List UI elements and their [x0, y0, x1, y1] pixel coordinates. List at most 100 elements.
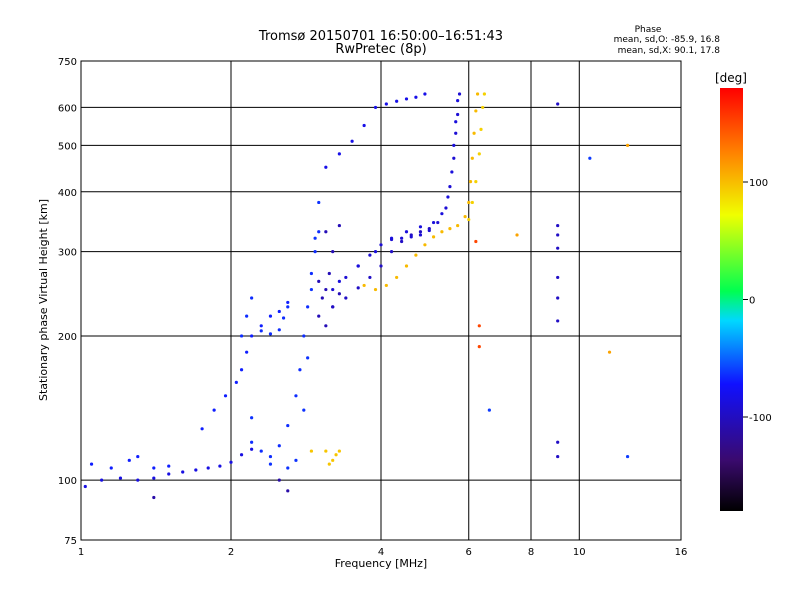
data-point: [389, 236, 394, 240]
data-point: [379, 264, 383, 268]
data-point: [418, 233, 423, 237]
data-point: [556, 275, 560, 280]
data-point: [286, 300, 290, 305]
y-tick-label: 750: [58, 57, 77, 68]
y-tick-labels: 75 100 200 300 400 500 600 750: [58, 57, 77, 547]
data-point: [487, 408, 491, 412]
data-point: [239, 334, 244, 338]
y-axis-label: Stationary phase Virtual Height [km]: [37, 199, 50, 401]
data-point: [259, 329, 263, 333]
data-point: [127, 458, 131, 462]
colorbar-tick-label: 0: [749, 296, 755, 307]
data-point: [152, 466, 156, 470]
data-point: [306, 356, 310, 360]
data-point: [309, 287, 314, 292]
data-point: [368, 253, 372, 257]
data-point: [327, 462, 331, 466]
data-point: [245, 350, 249, 354]
x-tick-label: 4: [378, 547, 384, 558]
phase-box-heading: Phase: [635, 25, 662, 35]
data-point: [450, 170, 454, 174]
x-tick-label: 6: [466, 547, 472, 558]
data-point: [324, 324, 328, 328]
data-point: [331, 250, 335, 254]
data-point: [556, 454, 560, 459]
data-point: [404, 97, 409, 101]
x-tick-label: 10: [573, 547, 586, 558]
data-point: [136, 478, 140, 482]
data-point: [152, 476, 156, 480]
data-point: [427, 228, 431, 233]
data-point: [239, 453, 244, 457]
data-point: [83, 484, 87, 489]
data-point: [306, 305, 310, 309]
y-tick-label: 100: [58, 476, 77, 487]
data-point: [331, 287, 335, 292]
data-point: [317, 314, 321, 318]
data-point: [277, 309, 281, 314]
data-point: [268, 454, 273, 459]
data-point: [317, 279, 321, 283]
data-point: [344, 275, 348, 280]
data-point: [281, 316, 286, 320]
data-point: [457, 92, 462, 96]
data-points: [83, 92, 630, 500]
data-point: [384, 102, 388, 106]
x-tick-label: 1: [78, 547, 84, 558]
colorbar-label: [deg]: [715, 71, 747, 85]
data-point: [395, 275, 399, 280]
data-point: [327, 271, 331, 276]
phase-box-line-o: mean, sd,O: -85.9, 16.8: [614, 35, 721, 45]
data-point: [167, 464, 171, 468]
x-tick-label: 8: [528, 547, 534, 558]
data-point: [474, 109, 478, 113]
data-point: [331, 305, 335, 309]
data-point: [294, 394, 298, 398]
data-point: [250, 296, 254, 300]
data-point: [223, 394, 228, 398]
chart-title: Tromsø 20150701 16:50:00–16:51:43: [258, 29, 503, 44]
data-point: [379, 243, 383, 247]
data-point: [470, 156, 474, 160]
data-point: [440, 230, 444, 234]
colorbar-tick-label: 100: [749, 178, 768, 189]
data-point: [109, 466, 113, 470]
data-point: [468, 180, 473, 184]
data-point: [324, 449, 328, 453]
data-point: [556, 440, 560, 444]
data-point: [423, 92, 427, 96]
data-point: [181, 470, 185, 474]
data-point: [200, 427, 204, 431]
data-point: [277, 328, 281, 332]
data-point: [556, 319, 560, 323]
data-point: [259, 324, 263, 328]
data-point: [400, 236, 404, 240]
data-point: [404, 264, 409, 268]
data-point: [444, 206, 448, 210]
colorbar-tick-label: -100: [749, 413, 772, 424]
data-point: [448, 227, 452, 231]
data-point: [467, 200, 471, 205]
data-point: [456, 98, 460, 103]
data-point: [418, 225, 423, 229]
data-point: [362, 123, 366, 128]
data-point: [515, 233, 519, 237]
data-point: [625, 454, 630, 459]
data-point: [324, 165, 328, 169]
data-point: [454, 131, 458, 135]
data-point: [309, 271, 314, 276]
data-point: [436, 220, 440, 225]
data-point: [268, 462, 273, 466]
data-point: [302, 408, 306, 412]
data-point: [356, 286, 360, 290]
data-point: [324, 230, 328, 234]
data-point: [448, 185, 452, 189]
data-point: [331, 458, 335, 462]
data-point: [302, 334, 306, 338]
data-point: [474, 239, 478, 244]
data-point: [206, 466, 210, 470]
data-point: [259, 449, 263, 453]
data-point: [250, 447, 254, 451]
data-point: [423, 243, 427, 247]
